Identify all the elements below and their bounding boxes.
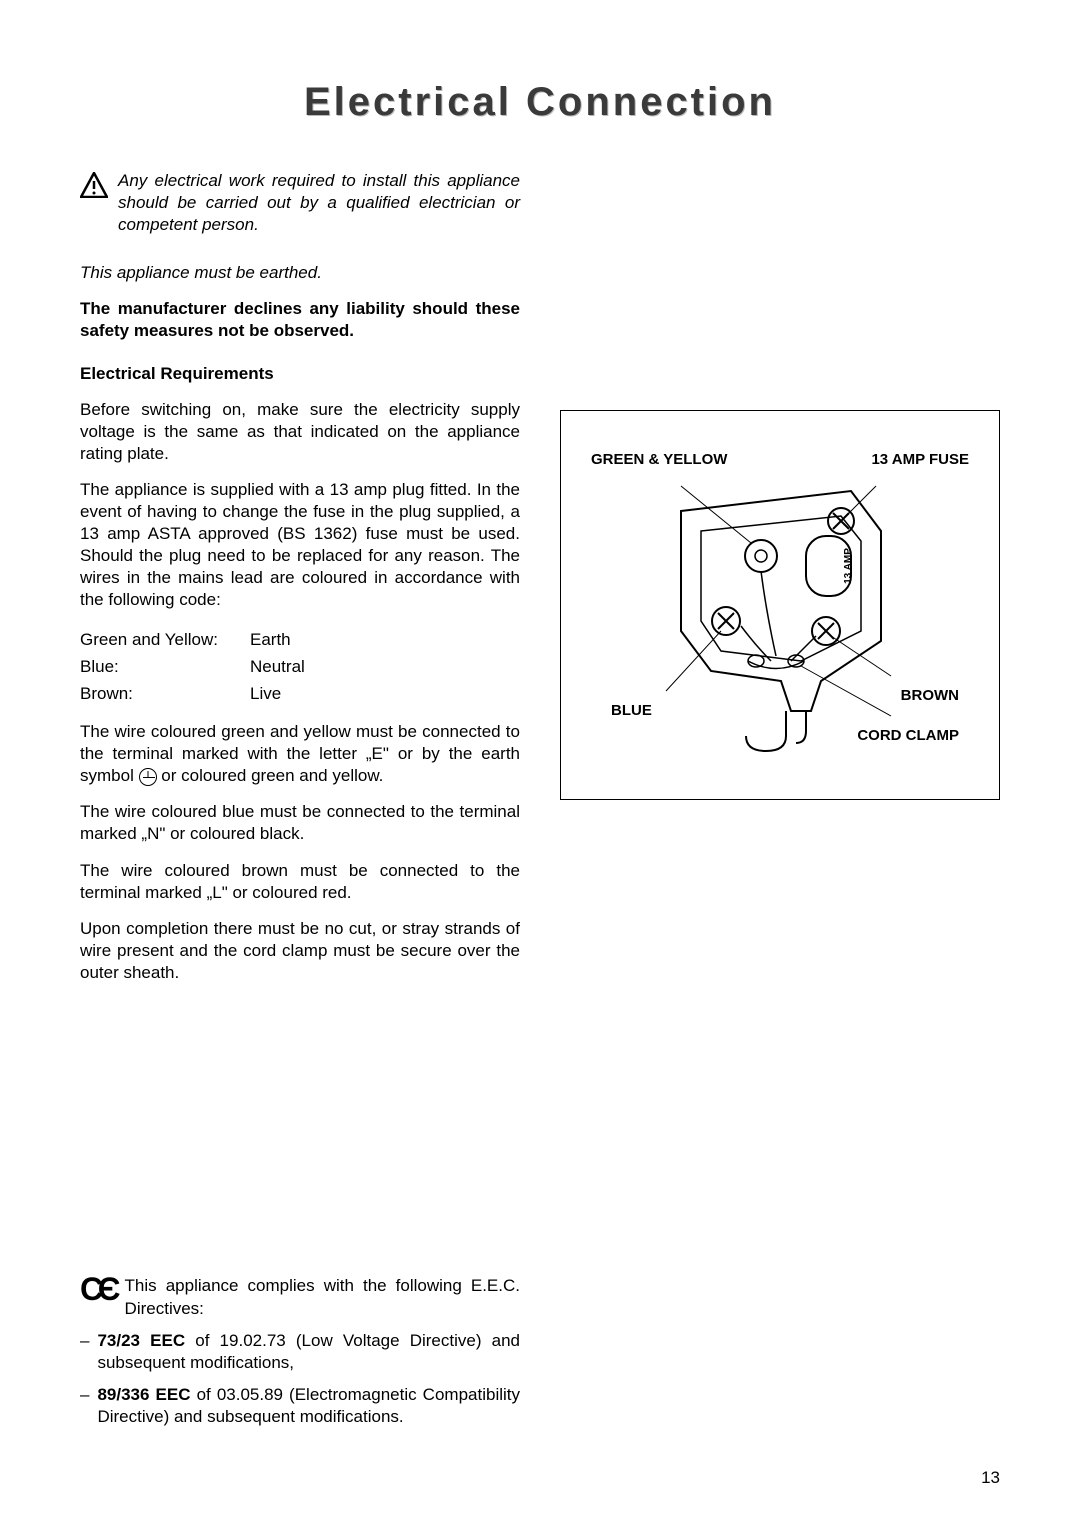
blue-paragraph: The wire coloured blue must be connected…	[80, 801, 520, 845]
wire-label: Brown:	[80, 680, 250, 707]
earth-symbol-icon	[139, 768, 157, 786]
ce-directives-section: C Є This appliance complies with the fol…	[80, 1275, 520, 1438]
directive-item: – 89/336 EEC of 03.05.89 (Electromagneti…	[80, 1384, 520, 1428]
earthed-note: This appliance must be earthed.	[80, 262, 520, 284]
wire-label: Green and Yellow:	[80, 626, 250, 653]
wire-value: Neutral	[250, 653, 305, 680]
svg-text:13 AMP: 13 AMP	[843, 548, 854, 584]
left-column: Any electrical work required to install …	[80, 170, 520, 998]
brown-paragraph: The wire coloured brown must be connecte…	[80, 860, 520, 904]
ce-mark-icon: C Є	[80, 1275, 117, 1304]
page-title: Electrical Connection	[80, 80, 1000, 125]
plug-paragraph: The appliance is supplied with a 13 amp …	[80, 479, 520, 612]
voltage-paragraph: Before switching on, make sure the elect…	[80, 399, 520, 465]
diagram-label-amp-fuse: 13 AMP FUSE	[871, 451, 969, 468]
wire-value: Earth	[250, 626, 291, 653]
completion-paragraph: Upon completion there must be no cut, or…	[80, 918, 520, 984]
directive-item: – 73/23 EEC of 19.02.73 (Low Voltage Dir…	[80, 1330, 520, 1374]
ce-intro-text: This appliance complies with the followi…	[125, 1275, 520, 1319]
ce-intro-row: C Є This appliance complies with the fol…	[80, 1275, 520, 1319]
green-yellow-paragraph: The wire coloured green and yellow must …	[80, 721, 520, 787]
dash-icon: –	[80, 1384, 89, 1428]
diagram-label-blue: BLUE	[611, 702, 652, 719]
page-number: 13	[981, 1468, 1000, 1488]
wire-row: Green and Yellow: Earth	[80, 626, 520, 653]
dash-icon: –	[80, 1330, 89, 1374]
requirements-heading: Electrical Requirements	[80, 363, 520, 385]
right-column: GREEN & YELLOW 13 AMP FUSE BLUE BROWN CO…	[560, 170, 1000, 998]
diagram-label-green-yellow: GREEN & YELLOW	[591, 451, 727, 468]
plug-wiring-diagram: GREEN & YELLOW 13 AMP FUSE BLUE BROWN CO…	[560, 410, 1000, 800]
wire-value: Live	[250, 680, 281, 707]
wire-row: Brown: Live	[80, 680, 520, 707]
plug-diagram-icon: 13 AMP	[651, 481, 911, 761]
warning-block: Any electrical work required to install …	[80, 170, 520, 250]
wire-row: Blue: Neutral	[80, 653, 520, 680]
liability-note: The manufacturer declines any liability …	[80, 298, 520, 342]
warning-text: Any electrical work required to install …	[118, 170, 520, 236]
content-columns: Any electrical work required to install …	[80, 170, 1000, 998]
wire-colour-table: Green and Yellow: Earth Blue: Neutral Br…	[80, 626, 520, 708]
warning-triangle-icon	[80, 172, 108, 198]
wire-label: Blue:	[80, 653, 250, 680]
